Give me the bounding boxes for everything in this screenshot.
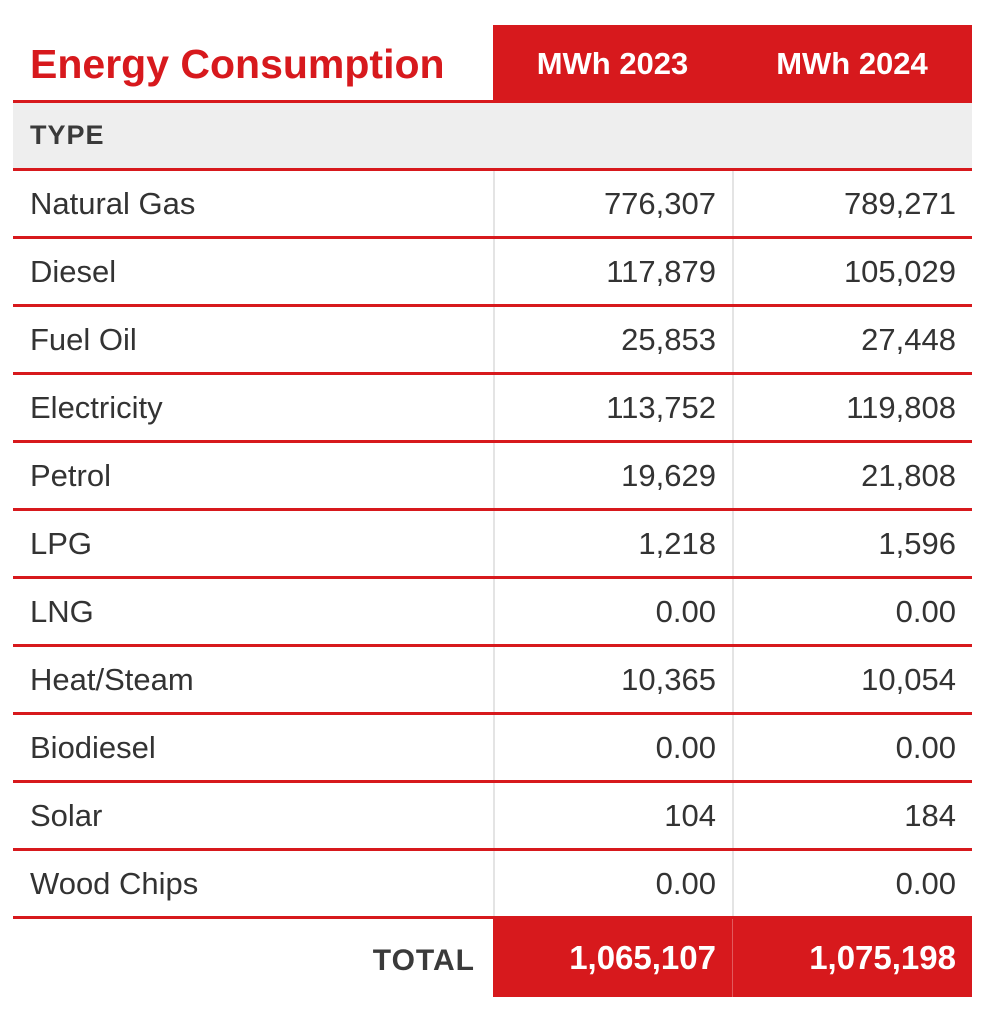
value-2024: 21,808 bbox=[732, 443, 972, 508]
value-2024: 27,448 bbox=[732, 307, 972, 372]
table-row: Solar 104 184 bbox=[13, 783, 972, 851]
total-label: TOTAL bbox=[372, 944, 475, 977]
value-2024: 0.00 bbox=[732, 579, 972, 644]
row-label: Petrol bbox=[30, 457, 111, 493]
table-row: Diesel 117,879 105,029 bbox=[13, 239, 972, 307]
table-row: Wood Chips 0.00 0.00 bbox=[13, 851, 972, 919]
column-header-2024: MWh 2024 bbox=[732, 25, 972, 103]
value-2023: 104 bbox=[493, 783, 732, 848]
value-2024: 105,029 bbox=[732, 239, 972, 304]
value-2023: 0.00 bbox=[493, 579, 732, 644]
energy-consumption-table: Energy Consumption MWh 2023 MWh 2024 TYP… bbox=[13, 25, 972, 997]
row-label: Electricity bbox=[30, 389, 163, 425]
row-label: Heat/Steam bbox=[30, 661, 194, 697]
value-2024: 0.00 bbox=[732, 851, 972, 916]
value-2023: 19,629 bbox=[493, 443, 732, 508]
table-row: Fuel Oil 25,853 27,448 bbox=[13, 307, 972, 375]
row-label: Diesel bbox=[30, 253, 117, 289]
row-label: LNG bbox=[30, 593, 94, 629]
total-row: TOTAL 1,065,107 1,075,198 bbox=[13, 919, 972, 997]
table-row: LPG 1,218 1,596 bbox=[13, 511, 972, 579]
table-title: Energy Consumption bbox=[13, 25, 493, 103]
value-2024: 184 bbox=[732, 783, 972, 848]
row-label: Biodiesel bbox=[30, 729, 156, 765]
value-2024: 0.00 bbox=[732, 715, 972, 780]
total-value-2024: 1,075,198 bbox=[732, 919, 972, 997]
value-2023: 1,218 bbox=[493, 511, 732, 576]
value-2024: 1,596 bbox=[732, 511, 972, 576]
table-row: Petrol 19,629 21,808 bbox=[13, 443, 972, 511]
table-row: Natural Gas 776,307 789,271 bbox=[13, 171, 972, 239]
row-label: Solar bbox=[30, 797, 103, 833]
value-2024: 10,054 bbox=[732, 647, 972, 712]
row-label: Fuel Oil bbox=[30, 321, 137, 357]
value-2023: 25,853 bbox=[493, 307, 732, 372]
value-2023: 776,307 bbox=[493, 171, 732, 236]
value-2024: 119,808 bbox=[732, 375, 972, 440]
table-row: Biodiesel 0.00 0.00 bbox=[13, 715, 972, 783]
value-2023: 0.00 bbox=[493, 715, 732, 780]
column-header-2023: MWh 2023 bbox=[493, 25, 732, 103]
table-row: Electricity 113,752 119,808 bbox=[13, 375, 972, 443]
row-label: LPG bbox=[30, 525, 93, 561]
total-value-2023: 1,065,107 bbox=[493, 919, 732, 997]
section-label-type: TYPE bbox=[13, 103, 972, 171]
table-row: Heat/Steam 10,365 10,054 bbox=[13, 647, 972, 715]
value-2024: 789,271 bbox=[732, 171, 972, 236]
table-row: LNG 0.00 0.00 bbox=[13, 579, 972, 647]
table-header: Energy Consumption MWh 2023 MWh 2024 bbox=[13, 25, 972, 103]
value-2023: 117,879 bbox=[493, 239, 732, 304]
value-2023: 10,365 bbox=[493, 647, 732, 712]
value-2023: 113,752 bbox=[493, 375, 732, 440]
row-label: Wood Chips bbox=[30, 865, 199, 901]
row-label: Natural Gas bbox=[30, 185, 196, 221]
value-2023: 0.00 bbox=[493, 851, 732, 916]
